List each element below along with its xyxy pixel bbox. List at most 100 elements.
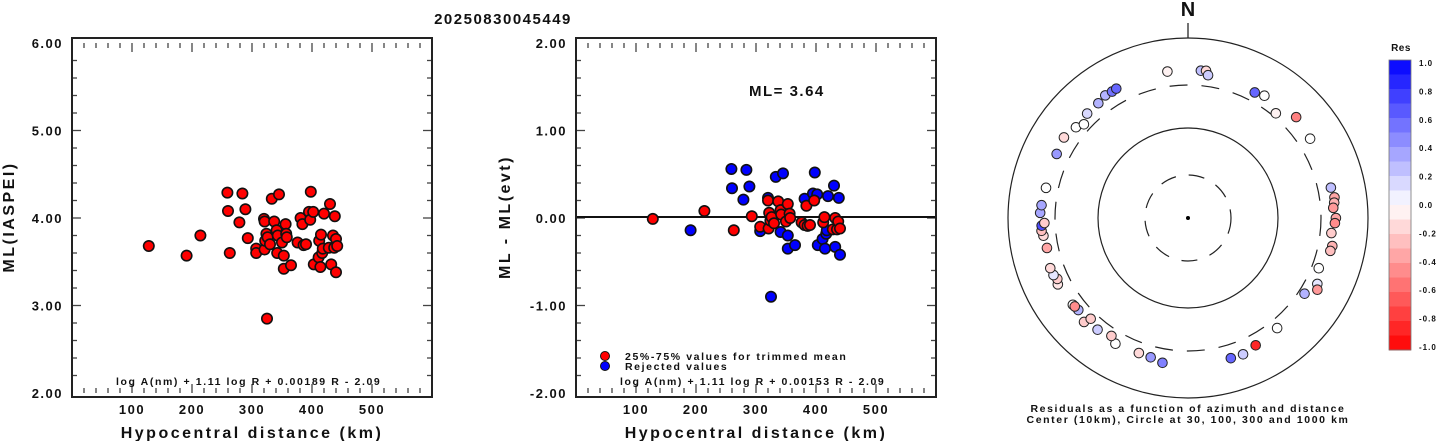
polar-station-point bbox=[1085, 313, 1097, 325]
ml-plot-x-tick-label: 400 bbox=[299, 402, 325, 417]
ml-data-point bbox=[233, 216, 246, 229]
ml-data-point bbox=[222, 205, 235, 218]
ml-plot-ticks: 100 200 300 400 500 2.00 3.00 4.00 5.00 6.00 bbox=[32, 36, 432, 417]
trimmed-point bbox=[784, 212, 797, 225]
ml-data-point bbox=[328, 210, 341, 223]
polar-station-point bbox=[1051, 148, 1062, 160]
polar-station-point bbox=[1036, 199, 1047, 211]
ml-plot-formula: log A(nm) + 1.11 log R + 0.00189 R - 2.0… bbox=[116, 376, 381, 388]
residual-plot-xlabel: Hypocentral distance (km) bbox=[625, 425, 888, 441]
colorbar-cell bbox=[1389, 234, 1411, 249]
colorbar-cell bbox=[1389, 190, 1411, 206]
polar-station-point bbox=[1237, 349, 1249, 360]
ring-100km bbox=[1097, 127, 1279, 309]
polar-station-point bbox=[1133, 347, 1145, 359]
ml-plot-y-tick-label: 2.00 bbox=[32, 386, 63, 401]
ml-data-point bbox=[280, 231, 293, 244]
ml-data-point bbox=[272, 188, 285, 201]
trimmed-point bbox=[781, 198, 794, 211]
colorbar-cell bbox=[1389, 118, 1411, 133]
polar-station-point bbox=[1259, 90, 1270, 102]
rejected-point bbox=[737, 193, 750, 206]
trimmed-point bbox=[761, 194, 774, 207]
colorbar-cell bbox=[1389, 292, 1411, 307]
colorbar-cell bbox=[1389, 161, 1411, 177]
colorbar-tick-label: 0.8 bbox=[1419, 87, 1433, 96]
ml-plot-x-tick-label: 200 bbox=[179, 402, 205, 417]
legend-label-trimmed: 25%-75% values for trimmed mean bbox=[625, 351, 847, 363]
colorbar-tick-label: 1.0 bbox=[1419, 59, 1433, 68]
polar-station-point bbox=[1312, 284, 1323, 296]
polar-station-point bbox=[1081, 108, 1093, 119]
residual-plot-frame bbox=[575, 37, 937, 398]
polar-caption-line1: Residuals as a function of azimuth and d… bbox=[1031, 403, 1346, 415]
colorbar-cell bbox=[1389, 248, 1411, 264]
colorbar-cell bbox=[1389, 306, 1411, 322]
polar-station-point bbox=[1106, 330, 1117, 342]
colorbar-cell bbox=[1389, 74, 1411, 90]
colorbar-cells bbox=[1388, 59, 1412, 351]
polar-station-point bbox=[1249, 87, 1261, 98]
ml-data-point bbox=[239, 203, 252, 216]
residual-plot-y-tick-label: 0.00 bbox=[536, 211, 567, 226]
residual-plot-formula: log A(nm) + 1.11 log R + 0.00153 R - 2.0… bbox=[620, 376, 885, 388]
polar-station-point bbox=[1078, 118, 1090, 130]
ml-data-point bbox=[142, 240, 155, 253]
legend-label-rejected: Rejected values bbox=[625, 361, 728, 373]
trimmed-point bbox=[646, 212, 659, 225]
ml-vs-distance-plot: 100 200 300 400 500 2.00 3.00 4.00 5.00 6.00 log … bbox=[1, 36, 433, 441]
colorbar-title: Res bbox=[1391, 43, 1411, 54]
colorbar-tick-label: 0.0 bbox=[1419, 201, 1433, 210]
polar-station-point bbox=[1058, 132, 1070, 143]
polar-station-point bbox=[1327, 202, 1339, 214]
colorbar-cell bbox=[1389, 321, 1411, 336]
ml-data-point bbox=[236, 187, 249, 200]
ml-plot-x-tick-label: 500 bbox=[359, 402, 385, 417]
epicenter-dot bbox=[1186, 216, 1190, 220]
ml-data-point bbox=[263, 238, 276, 251]
colorbar-cell bbox=[1389, 132, 1411, 148]
colorbar-cell bbox=[1389, 103, 1411, 119]
figure-title: 20250830045449 bbox=[434, 11, 572, 28]
trimmed-point bbox=[803, 219, 816, 232]
ml-data-point bbox=[223, 247, 236, 260]
ml-data-point bbox=[314, 228, 327, 241]
residual-plot-ylabel: ML - ML(evt) bbox=[497, 155, 514, 279]
polar-station-point bbox=[1157, 357, 1168, 369]
colorbar-cell bbox=[1389, 60, 1411, 75]
colorbar-outline bbox=[1388, 59, 1412, 351]
colorbar-tick-label: 0.2 bbox=[1419, 173, 1433, 182]
trimmed-point bbox=[727, 224, 740, 237]
ml-data-point bbox=[241, 232, 254, 245]
ml-data-point bbox=[331, 240, 344, 253]
rejected-point bbox=[832, 191, 845, 204]
ml-data-point bbox=[284, 259, 297, 272]
residual-vs-distance-plot: 100 200 300 400 500 -2.00 -1.00 0.00 1.00 2.00 ML… bbox=[497, 36, 937, 441]
ml-plot-y-tick-label: 4.00 bbox=[32, 211, 63, 226]
ml-data-point bbox=[317, 207, 330, 220]
ml-data-point bbox=[194, 229, 207, 242]
polar-station-point bbox=[1145, 351, 1156, 363]
trimmed-point bbox=[808, 194, 821, 207]
colorbar-tick-label: -1.0 bbox=[1419, 343, 1437, 352]
colorbar-cell bbox=[1389, 89, 1411, 104]
legend-marker-rejected bbox=[600, 361, 610, 371]
ml-plot-xlabel: Hypocentral distance (km) bbox=[121, 425, 384, 441]
polar-station-point bbox=[1225, 352, 1237, 364]
ml-plot-x-tick-label: 100 bbox=[119, 402, 145, 417]
ml-plot-x-tick-label: 300 bbox=[239, 402, 265, 417]
rejected-point bbox=[827, 179, 840, 192]
colorbar-tick-label: 0.4 bbox=[1419, 144, 1433, 153]
ring-30km bbox=[1144, 174, 1232, 262]
polar-station-point bbox=[1092, 324, 1103, 335]
trimmed-point bbox=[698, 205, 711, 218]
north-label: N bbox=[1181, 0, 1195, 21]
polar-station-point bbox=[1110, 83, 1122, 94]
colorbar-tick-label: -0.2 bbox=[1419, 229, 1437, 238]
residual-plot-y-tick-label: 2.00 bbox=[536, 36, 567, 51]
residual-plot-y-tick-label: -2.00 bbox=[530, 386, 567, 401]
ml-data-point bbox=[329, 266, 342, 279]
legend-marker-trimmed bbox=[600, 351, 610, 361]
polar-station-point bbox=[1270, 108, 1282, 119]
colorbar-cell bbox=[1389, 147, 1411, 162]
